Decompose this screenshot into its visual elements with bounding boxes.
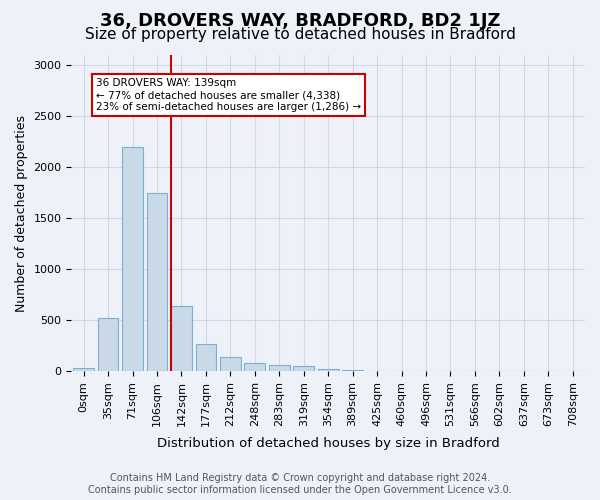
Bar [98,318,118,371]
Bar [367,370,388,371]
Bar [318,369,338,371]
Bar [269,365,290,371]
Bar [146,192,167,371]
Bar [171,306,192,371]
Bar [391,370,412,371]
Y-axis label: Number of detached properties: Number of detached properties [15,114,28,312]
Text: Contains HM Land Registry data © Crown copyright and database right 2024.
Contai: Contains HM Land Registry data © Crown c… [88,474,512,495]
Text: 36 DROVERS WAY: 139sqm
← 77% of detached houses are smaller (4,338)
23% of semi-: 36 DROVERS WAY: 139sqm ← 77% of detached… [96,78,361,112]
Bar [293,366,314,371]
Bar [73,368,94,371]
Bar [342,370,363,371]
Bar [220,357,241,371]
Text: Size of property relative to detached houses in Bradford: Size of property relative to detached ho… [85,28,515,42]
Text: 36, DROVERS WAY, BRADFORD, BD2 1JZ: 36, DROVERS WAY, BRADFORD, BD2 1JZ [100,12,500,30]
Bar [196,344,217,371]
Bar [244,364,265,371]
X-axis label: Distribution of detached houses by size in Bradford: Distribution of detached houses by size … [157,437,500,450]
Bar [122,147,143,371]
